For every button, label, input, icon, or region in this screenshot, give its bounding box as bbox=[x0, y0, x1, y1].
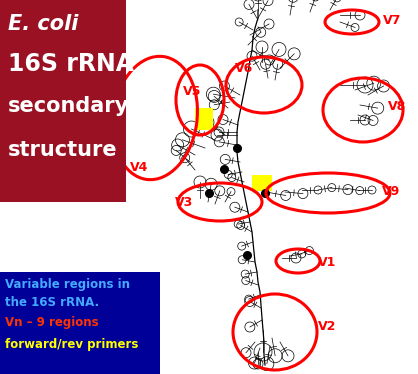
FancyBboxPatch shape bbox=[195, 108, 213, 130]
Text: the 16S rRNA.: the 16S rRNA. bbox=[5, 296, 99, 309]
FancyBboxPatch shape bbox=[0, 0, 126, 202]
Text: Variable regions in: Variable regions in bbox=[5, 278, 130, 291]
Text: V5: V5 bbox=[183, 85, 201, 98]
Text: Vn – 9 regions: Vn – 9 regions bbox=[5, 316, 99, 329]
Text: structure: structure bbox=[8, 140, 117, 160]
Text: V4: V4 bbox=[130, 160, 148, 174]
Text: secondary: secondary bbox=[8, 96, 129, 116]
Text: V6: V6 bbox=[235, 61, 253, 74]
Text: forward/rev primers: forward/rev primers bbox=[5, 338, 138, 351]
Text: E. coli: E. coli bbox=[8, 14, 79, 34]
Text: 16S rRNA: 16S rRNA bbox=[8, 52, 134, 76]
FancyBboxPatch shape bbox=[0, 272, 160, 374]
Text: V8: V8 bbox=[388, 99, 406, 113]
Text: V2: V2 bbox=[318, 321, 336, 334]
FancyBboxPatch shape bbox=[252, 175, 272, 191]
Text: V9: V9 bbox=[382, 184, 400, 197]
Text: V7: V7 bbox=[383, 13, 401, 27]
Text: V3: V3 bbox=[175, 196, 193, 208]
Text: V1: V1 bbox=[318, 255, 336, 269]
